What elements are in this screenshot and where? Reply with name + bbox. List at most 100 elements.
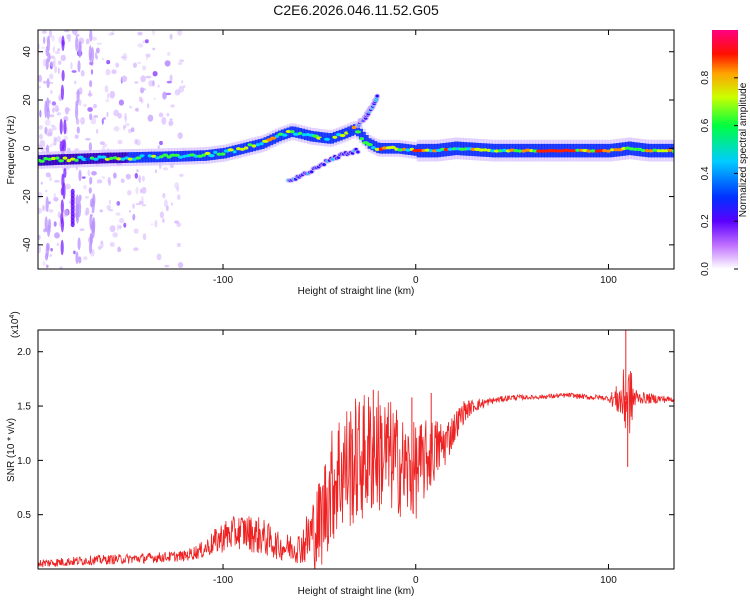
spectrogram-speck: [159, 140, 163, 146]
spectrogram-speck: [56, 112, 61, 116]
spectrogram-streak: [75, 208, 80, 224]
snr-scale-exp: 4: [9, 315, 16, 319]
spectrogram-ridge-point: [493, 149, 500, 153]
spectrogram-speck: [124, 112, 127, 121]
snr-y-tick-label: 1.0: [17, 456, 31, 467]
spectrogram-streak: [61, 69, 65, 82]
spectrogram-ridge-point: [447, 147, 454, 151]
spectrogram-speck: [161, 117, 167, 125]
spectrogram-speck: [84, 195, 89, 199]
colorbar-tick-label: 0.2: [700, 214, 711, 228]
spectrogram-speck: [50, 61, 56, 67]
spectrogram-ridge-point: [204, 151, 211, 156]
spectrogram-speck: [54, 51, 61, 54]
spectrogram-y-tick-label: 20: [22, 94, 33, 106]
spectrogram-speck: [50, 89, 53, 95]
spectrogram-speck: [145, 39, 149, 44]
spectrogram-ridge-point: [147, 154, 152, 158]
snr-series-line: [38, 369, 674, 569]
spectrogram-ridge-point: [85, 157, 91, 161]
spectrogram-streak: [76, 89, 80, 104]
spectrogram-ridge-point: [671, 149, 674, 153]
spectrogram-speck: [51, 101, 57, 106]
spectrogram-speck: [117, 139, 123, 145]
spectrogram-speck: [41, 30, 48, 34]
spectrogram-ridge-point: [159, 155, 164, 159]
spectrogram-ridge-point: [524, 148, 531, 152]
spectrogram-speck: [133, 62, 137, 68]
spectrogram-ridge-point: [43, 157, 49, 161]
snr-data: [38, 330, 674, 569]
spectrogram-speck: [111, 69, 117, 74]
spectrogram-ridge-point: [324, 137, 331, 141]
spectrogram-speck: [38, 125, 44, 130]
spectrogram-ridge-point: [243, 146, 249, 150]
spectrogram-speck: [53, 136, 58, 142]
spectrogram-speck: [50, 247, 53, 252]
spectrogram-speck: [137, 43, 144, 48]
spectrogram-speck: [49, 30, 52, 38]
spectrogram-streak: [89, 80, 93, 88]
spectrogram-speck: [54, 232, 60, 239]
spectrogram-ridge-point: [127, 157, 134, 161]
spectrogram-ridge-point: [482, 148, 488, 152]
spectrogram-speck: [125, 122, 130, 127]
spectrogram-speck: [141, 175, 145, 182]
spectrogram-band: [350, 125, 355, 136]
spectrogram-speck: [121, 75, 128, 83]
spectrogram-band: [358, 128, 363, 140]
spectrogram-speck: [101, 176, 106, 179]
spectrogram-speck: [80, 70, 85, 77]
spectrogram-ridge-point: [285, 129, 292, 134]
spectrogram-band: [214, 148, 219, 160]
spectrogram-ridge-point: [606, 149, 611, 153]
spectrogram-speck: [42, 261, 46, 266]
spectrogram-band: [674, 144, 678, 158]
spectrogram-speck: [63, 135, 68, 140]
spectrogram-band: [78, 153, 83, 165]
spectrogram-streak: [70, 221, 75, 228]
spectrogram-ridge-point: [290, 130, 295, 134]
spectrogram-ridge-point: [154, 156, 161, 160]
spectrogram-band: [246, 142, 251, 153]
spectrogram-streak: [78, 169, 82, 182]
spectrogram-ridge-point: [135, 156, 142, 160]
spectrogram-speck: [74, 134, 79, 139]
spectrogram-speck: [113, 126, 120, 132]
snr-frame: [37, 329, 675, 570]
spectrogram-ticks: -100 0 100 -40 -20 0 20 40: [22, 30, 674, 286]
spectrogram-speck: [116, 201, 121, 206]
spectrogram-ridge-point: [370, 146, 376, 150]
spectrogram-speck: [137, 31, 143, 36]
spectrogram-speck: [168, 120, 173, 127]
spectrogram-ridge-point: [339, 133, 346, 138]
spectrogram-ridge-point: [62, 156, 68, 160]
spectrogram-speck: [49, 176, 52, 182]
spectrogram-ridge-point: [182, 154, 187, 158]
spectrogram-y-tick-label: 0: [22, 145, 33, 151]
spectrogram-ridge-point: [571, 149, 576, 153]
snr-x-label: Height of straight line (km): [298, 586, 415, 597]
spectrogram-speck: [162, 193, 166, 199]
spectrogram-speck: [90, 69, 94, 75]
snr-x-tick-label: 0: [413, 575, 419, 586]
spectrogram-ridge-point: [116, 157, 122, 161]
spectrogram-ridge-point: [259, 142, 264, 146]
spectrogram-speck: [157, 84, 160, 88]
spectrogram-ridge-point: [516, 149, 523, 153]
spectrogram-ridge-point: [389, 145, 396, 149]
spectrogram-ridge-point: [69, 157, 76, 161]
spectrogram-speck: [117, 112, 122, 119]
spectrogram-band: [133, 152, 138, 163]
spectrogram-ridge-point: [536, 149, 543, 153]
spectrogram-speck: [129, 105, 132, 109]
spectrogram-streak: [59, 118, 63, 135]
spectrogram-band: [61, 154, 66, 165]
spectrogram-ridge-point: [51, 156, 56, 161]
spectrogram-speck: [95, 129, 99, 134]
spectrogram-streak: [60, 239, 64, 256]
spectrogram-ridge-point: [193, 154, 199, 158]
spectrogram-speck: [38, 86, 42, 89]
spectrogram-band: [130, 152, 135, 163]
spectrogram-ridge-point: [292, 132, 300, 136]
